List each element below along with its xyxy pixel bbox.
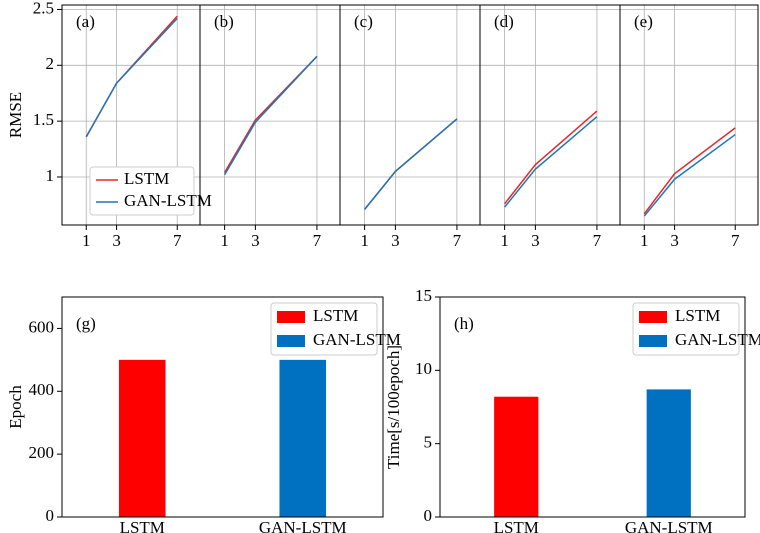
plot-frame — [199, 4, 341, 226]
panel-label: (g) — [76, 314, 96, 333]
line-series — [643, 133, 736, 217]
plot-frame — [339, 4, 481, 226]
x-tick-label: LSTM — [120, 518, 165, 533]
x-tick-label: 7 — [313, 231, 322, 250]
y-tick-label: 2 — [46, 54, 55, 73]
panel-label: (a) — [76, 12, 95, 31]
plot-frame — [479, 4, 621, 226]
panel-label: (b) — [214, 12, 234, 31]
x-tick-label: 1 — [500, 231, 509, 250]
y-tick-label: 10 — [415, 359, 432, 378]
legend-label: LSTM — [313, 306, 358, 325]
y-tick-label: 1 — [46, 166, 55, 185]
x-tick-label: LSTM — [494, 518, 539, 533]
legend-swatch — [639, 335, 667, 347]
panel-label: (d) — [494, 12, 514, 31]
x-tick-label: 7 — [593, 231, 602, 250]
x-tick-label: 3 — [531, 231, 540, 250]
x-tick-label: GAN-LSTM — [625, 518, 713, 533]
x-tick-label: 1 — [82, 231, 91, 250]
x-tick-label: 7 — [173, 231, 182, 250]
panel-label: (h) — [454, 314, 474, 333]
y-tick-label: 0 — [46, 506, 55, 525]
bar — [279, 359, 327, 517]
line-series — [223, 55, 318, 176]
line-series — [504, 110, 598, 205]
legend-swatch — [277, 311, 305, 323]
legend-swatch — [639, 311, 667, 323]
bar — [494, 396, 539, 517]
bar — [646, 389, 691, 517]
x-tick-label: 3 — [670, 231, 679, 250]
legend-box — [89, 166, 195, 216]
x-tick-label: 3 — [391, 231, 400, 250]
x-tick-label: 1 — [360, 231, 369, 250]
legend-label: LSTM — [675, 306, 720, 325]
panel-label: (c) — [354, 12, 373, 31]
plot-frame — [619, 4, 759, 226]
legend-swatch — [277, 335, 305, 347]
y-tick-label: 600 — [29, 317, 55, 336]
line-series — [643, 127, 736, 215]
y-tick-label: 400 — [29, 380, 55, 399]
y-tick-label: 15 — [415, 286, 432, 305]
x-tick-label: GAN-LSTM — [259, 518, 347, 533]
bar — [118, 359, 166, 517]
x-tick-label: 7 — [731, 231, 740, 250]
legend-label: GAN-LSTM — [124, 191, 212, 210]
line-series — [85, 15, 178, 138]
x-tick-label: 3 — [251, 231, 260, 250]
line-series — [223, 55, 318, 173]
legend-label: LSTM — [124, 169, 169, 188]
x-tick-label: 1 — [640, 231, 649, 250]
y-tick-label: 0 — [424, 506, 433, 525]
y-tick-label: 2.5 — [33, 0, 54, 17]
legend-label: GAN-LSTM — [675, 330, 760, 349]
line-series — [504, 116, 598, 208]
panel-label: (e) — [634, 12, 653, 31]
x-tick-label: 7 — [453, 231, 462, 250]
x-tick-label: 3 — [112, 231, 121, 250]
legend-label: GAN-LSTM — [313, 330, 401, 349]
x-tick-label: 1 — [220, 231, 229, 250]
plot-frame — [439, 296, 746, 518]
line-series — [364, 118, 458, 210]
plot-frame — [61, 296, 384, 518]
y-axis-label: RMSE — [6, 92, 25, 138]
line-series — [85, 17, 178, 138]
y-tick-label: 200 — [29, 443, 55, 462]
line-series — [364, 118, 458, 210]
y-tick-label: 5 — [424, 433, 433, 452]
y-tick-label: 1.5 — [33, 110, 54, 129]
y-axis-label: Time[s/100epoch] — [384, 345, 403, 469]
y-axis-label: Epoch — [6, 385, 25, 429]
